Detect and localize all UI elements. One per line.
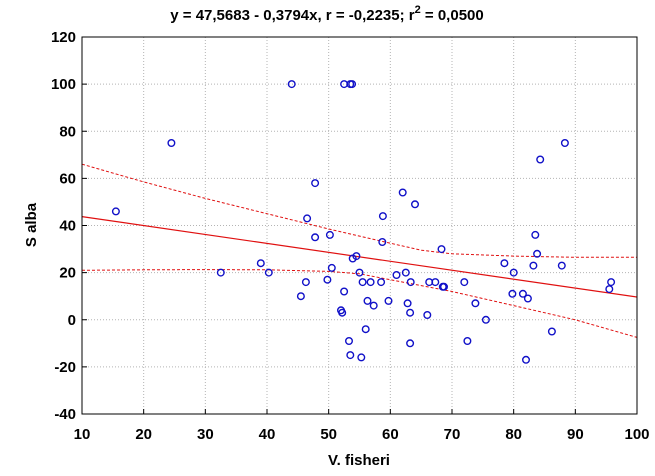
data-point [338, 308, 347, 317]
chart-title-superscript: 2 [415, 4, 421, 16]
data-point [355, 268, 364, 277]
y-tick-label: 0 [68, 312, 76, 329]
data-point [560, 138, 569, 147]
x-tick-label: 10 [74, 426, 91, 443]
x-tick-label: 80 [505, 426, 522, 443]
data-point [531, 230, 540, 239]
data-point [547, 327, 556, 336]
data-point [431, 278, 440, 287]
data-point [287, 80, 296, 89]
data-point [111, 207, 120, 216]
data-point [523, 294, 532, 303]
data-points [111, 80, 616, 364]
y-tick-label: 100 [51, 76, 76, 93]
data-point [358, 278, 367, 287]
data-point [369, 301, 378, 310]
data-point [440, 282, 449, 291]
confidence-band [81, 163, 638, 338]
data-point [323, 275, 332, 284]
x-tick-label: 20 [135, 426, 152, 443]
x-tick-label: 50 [320, 426, 337, 443]
data-point [216, 268, 225, 277]
data-point [357, 353, 366, 362]
data-point [471, 299, 480, 308]
data-point [301, 278, 310, 287]
y-tick-label: 60 [59, 170, 76, 187]
x-tick-label: 30 [197, 426, 214, 443]
data-point [423, 311, 432, 320]
data-point [536, 155, 545, 164]
chart-title: y = 47,5683 - 0,3794x, r = -0,2235; r2 =… [170, 4, 483, 24]
y-axis-label: S alba [23, 202, 40, 247]
grid [82, 37, 637, 414]
data-point [392, 271, 401, 280]
data-point [401, 268, 410, 277]
data-point [348, 80, 357, 89]
x-axis-ticks: 10 20 30 40 50 60 70 80 90 100 [74, 409, 650, 443]
data-point [607, 278, 616, 287]
data-point [346, 351, 355, 360]
x-tick-label: 70 [444, 426, 461, 443]
data-point [533, 249, 542, 258]
confidence-band-upper [81, 163, 637, 258]
y-tick-label: -40 [54, 406, 76, 423]
data-point [366, 278, 375, 287]
data-point [509, 268, 518, 277]
y-tick-label: 40 [59, 218, 76, 235]
confidence-band-lower [81, 269, 638, 338]
data-point [522, 355, 531, 364]
chart-title-tail: = 0,0500 [421, 7, 484, 24]
data-point [311, 233, 320, 242]
data-point [529, 261, 538, 270]
data-point [481, 315, 490, 324]
data-point [361, 325, 370, 334]
y-axis-ticks: -40 -20 0 20 40 60 80 100 120 [51, 29, 87, 423]
data-point [377, 278, 386, 287]
data-point [406, 339, 415, 348]
data-point [406, 308, 415, 317]
data-point [557, 261, 566, 270]
data-point [303, 214, 312, 223]
y-tick-label: 120 [51, 29, 76, 46]
y-tick-label: -20 [54, 359, 76, 376]
data-point [463, 337, 472, 346]
data-point [384, 296, 393, 305]
data-point [311, 179, 320, 188]
data-point [363, 296, 372, 305]
x-tick-label: 100 [624, 426, 649, 443]
data-point [437, 245, 446, 254]
x-tick-label: 40 [259, 426, 276, 443]
data-point [256, 259, 265, 268]
x-axis-label: V. fisheri [328, 452, 390, 469]
data-point [345, 337, 354, 346]
data-point [325, 230, 334, 239]
data-point [508, 289, 517, 298]
data-point [460, 278, 469, 287]
data-point [605, 285, 614, 294]
y-tick-label: 80 [59, 123, 76, 140]
data-point [518, 289, 527, 298]
data-point [340, 287, 349, 296]
data-point [403, 299, 412, 308]
y-tick-label: 20 [59, 265, 76, 282]
data-point [167, 138, 176, 147]
data-point [327, 263, 336, 272]
x-tick-label: 60 [382, 426, 399, 443]
data-point [406, 278, 415, 287]
data-point [500, 259, 509, 268]
data-point [378, 212, 387, 221]
data-point [264, 268, 273, 277]
data-point [296, 292, 305, 301]
x-tick-label: 90 [567, 426, 584, 443]
chart-title-main: y = 47,5683 - 0,3794x, r = -0,2235; r [170, 7, 415, 24]
data-point [378, 237, 387, 246]
data-point [411, 200, 420, 209]
data-point [352, 252, 361, 261]
data-point [398, 188, 407, 197]
